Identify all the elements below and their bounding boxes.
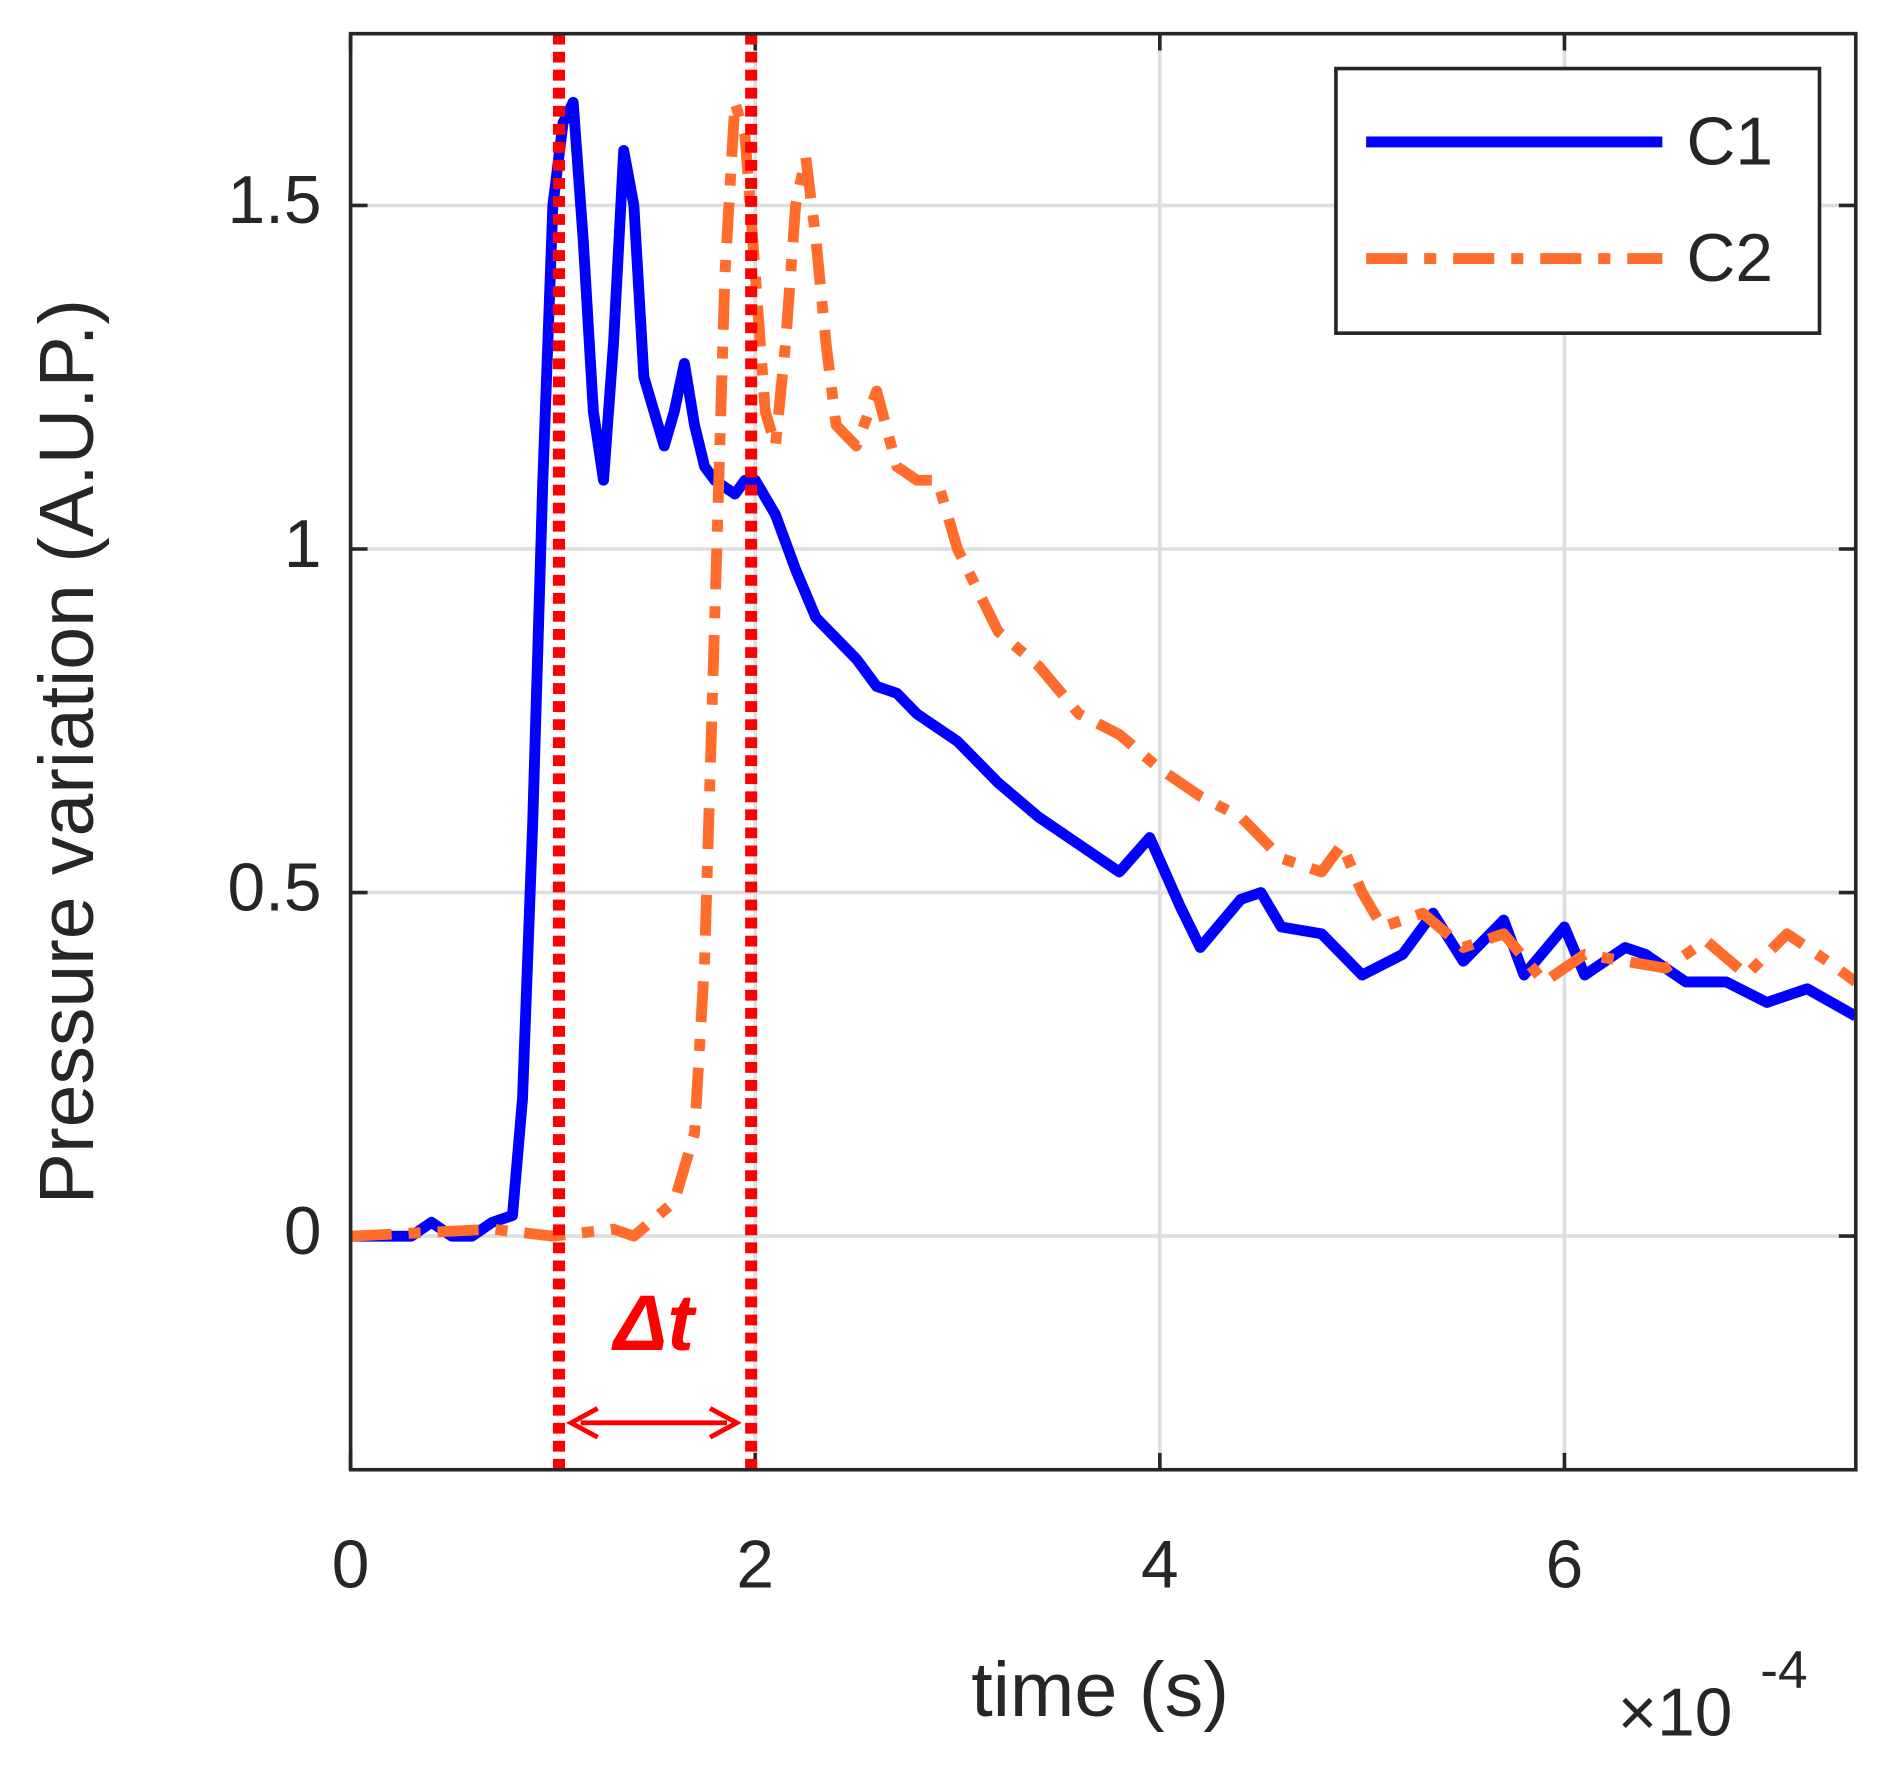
annotation: Δt <box>611 1278 698 1367</box>
x-multiplier-exponent: -4 <box>1760 1641 1807 1700</box>
plot-frame <box>348 31 1858 1472</box>
x-axis-label: time (s) <box>971 1647 1229 1733</box>
x-tick-label: 2 <box>736 1528 774 1603</box>
y-tick-label: 1 <box>284 507 322 582</box>
plot-area <box>350 33 1856 1470</box>
arrow-head <box>708 1406 742 1440</box>
x-tick-label: 0 <box>332 1528 370 1603</box>
legend-box <box>1334 66 1822 335</box>
legend-label: C1 <box>1687 105 1774 180</box>
arrow-head <box>566 1406 599 1440</box>
y-tick-label: 0 <box>284 1194 322 1269</box>
legend-label: C2 <box>1687 221 1774 296</box>
y-tick-label: 1.5 <box>227 163 321 238</box>
x-multiplier: ×10 <box>1618 1675 1733 1750</box>
x-tick-label: 4 <box>1141 1528 1179 1603</box>
y-axis-label: Pressure variation (A.U.P.) <box>24 299 110 1204</box>
x-tick-label: 6 <box>1546 1528 1584 1603</box>
y-tick-label: 0.5 <box>227 851 321 926</box>
